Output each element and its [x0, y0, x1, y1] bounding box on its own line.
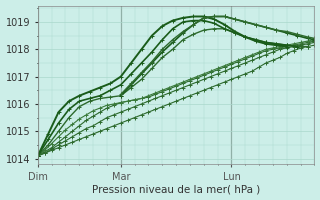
X-axis label: Pression niveau de la mer( hPa ): Pression niveau de la mer( hPa ) — [92, 184, 260, 194]
